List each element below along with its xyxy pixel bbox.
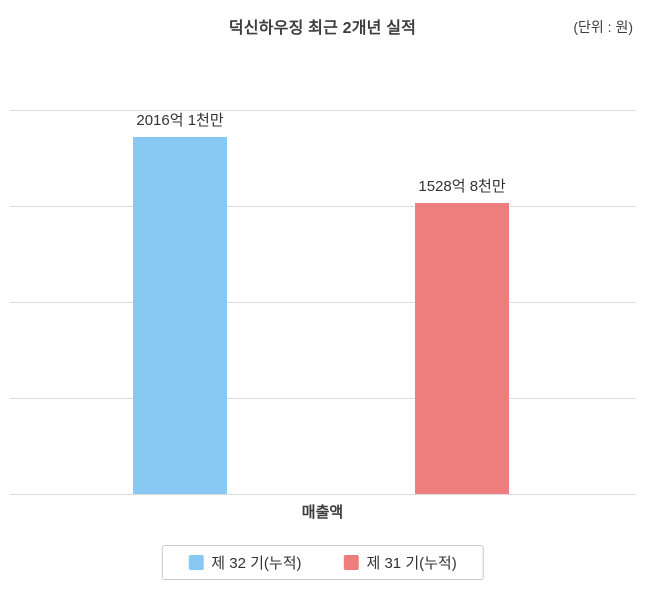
chart-title: 덕신하우징 최근 2개년 실적 [228, 20, 417, 37]
bar-series-31 [415, 203, 509, 494]
value-label-series-32: 2016억 1천만 [136, 112, 224, 129]
gridline [10, 206, 636, 207]
x-axis-category-label: 매출액 [301, 504, 344, 521]
unit-label: (단위 : 원) [573, 19, 633, 35]
gridline [10, 398, 636, 399]
bar-series-32 [133, 137, 227, 494]
bar-group-series-32: 2016억 1천만 [133, 109, 227, 494]
plot-area: 2016억 1천만 1528억 8천만 [0, 110, 645, 495]
legend-item-series-31[interactable]: 제 31 기(누적) [343, 552, 457, 573]
gridline [10, 110, 636, 111]
gridline [10, 302, 636, 303]
bar-group-series-31: 1528억 8천만 [415, 109, 509, 494]
legend: 제 32 기(누적) 제 31 기(누적) [161, 545, 484, 580]
legend-label-series-32: 제 32 기(누적) [211, 555, 302, 572]
legend-swatch-blue [188, 555, 204, 570]
legend-item-series-32[interactable]: 제 32 기(누적) [188, 552, 302, 573]
gridline baseline [10, 494, 636, 495]
value-label-series-31: 1528억 8천만 [418, 178, 506, 195]
legend-label-series-31: 제 31 기(누적) [366, 555, 457, 572]
legend-swatch-red [343, 555, 359, 570]
